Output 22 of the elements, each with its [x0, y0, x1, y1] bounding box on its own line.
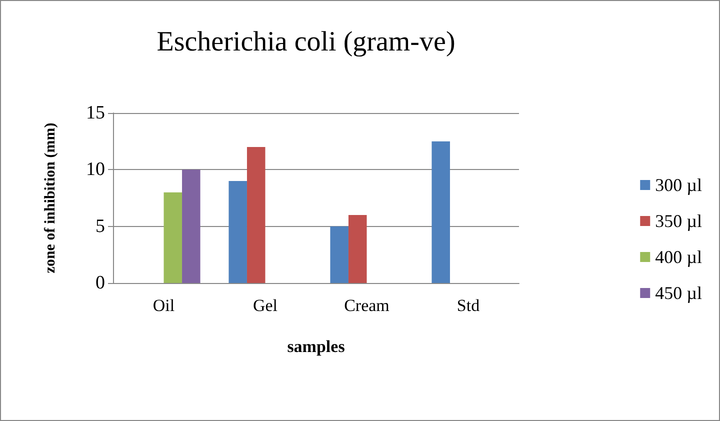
y-tick-label: 5	[96, 216, 105, 237]
y-tick-label: 0	[96, 272, 105, 294]
x-axis-title: samples	[287, 337, 346, 356]
x-tick-label: Std	[456, 296, 480, 315]
legend-label: 300 µl	[655, 175, 702, 195]
x-tick-label: Cream	[344, 296, 390, 315]
bar	[432, 141, 450, 283]
x-tick-label: Gel	[252, 296, 278, 315]
bar	[228, 181, 247, 283]
y-tick-label: 10	[86, 159, 105, 180]
legend-label: 400 µl	[655, 247, 702, 267]
legend-label: 450 µl	[655, 283, 702, 303]
bar	[182, 170, 200, 283]
y-tick-label: 15	[86, 102, 105, 124]
x-tick-label: Oil	[152, 296, 175, 315]
bar	[246, 147, 266, 283]
bar	[348, 215, 367, 283]
legend-label: 350 µl	[655, 211, 702, 231]
y-axis-title: zone of inhibition (mm)	[42, 122, 58, 274]
bar	[330, 226, 348, 283]
bar	[164, 192, 182, 283]
chart-title: Escherichia coli (gram-ve)	[156, 26, 456, 58]
